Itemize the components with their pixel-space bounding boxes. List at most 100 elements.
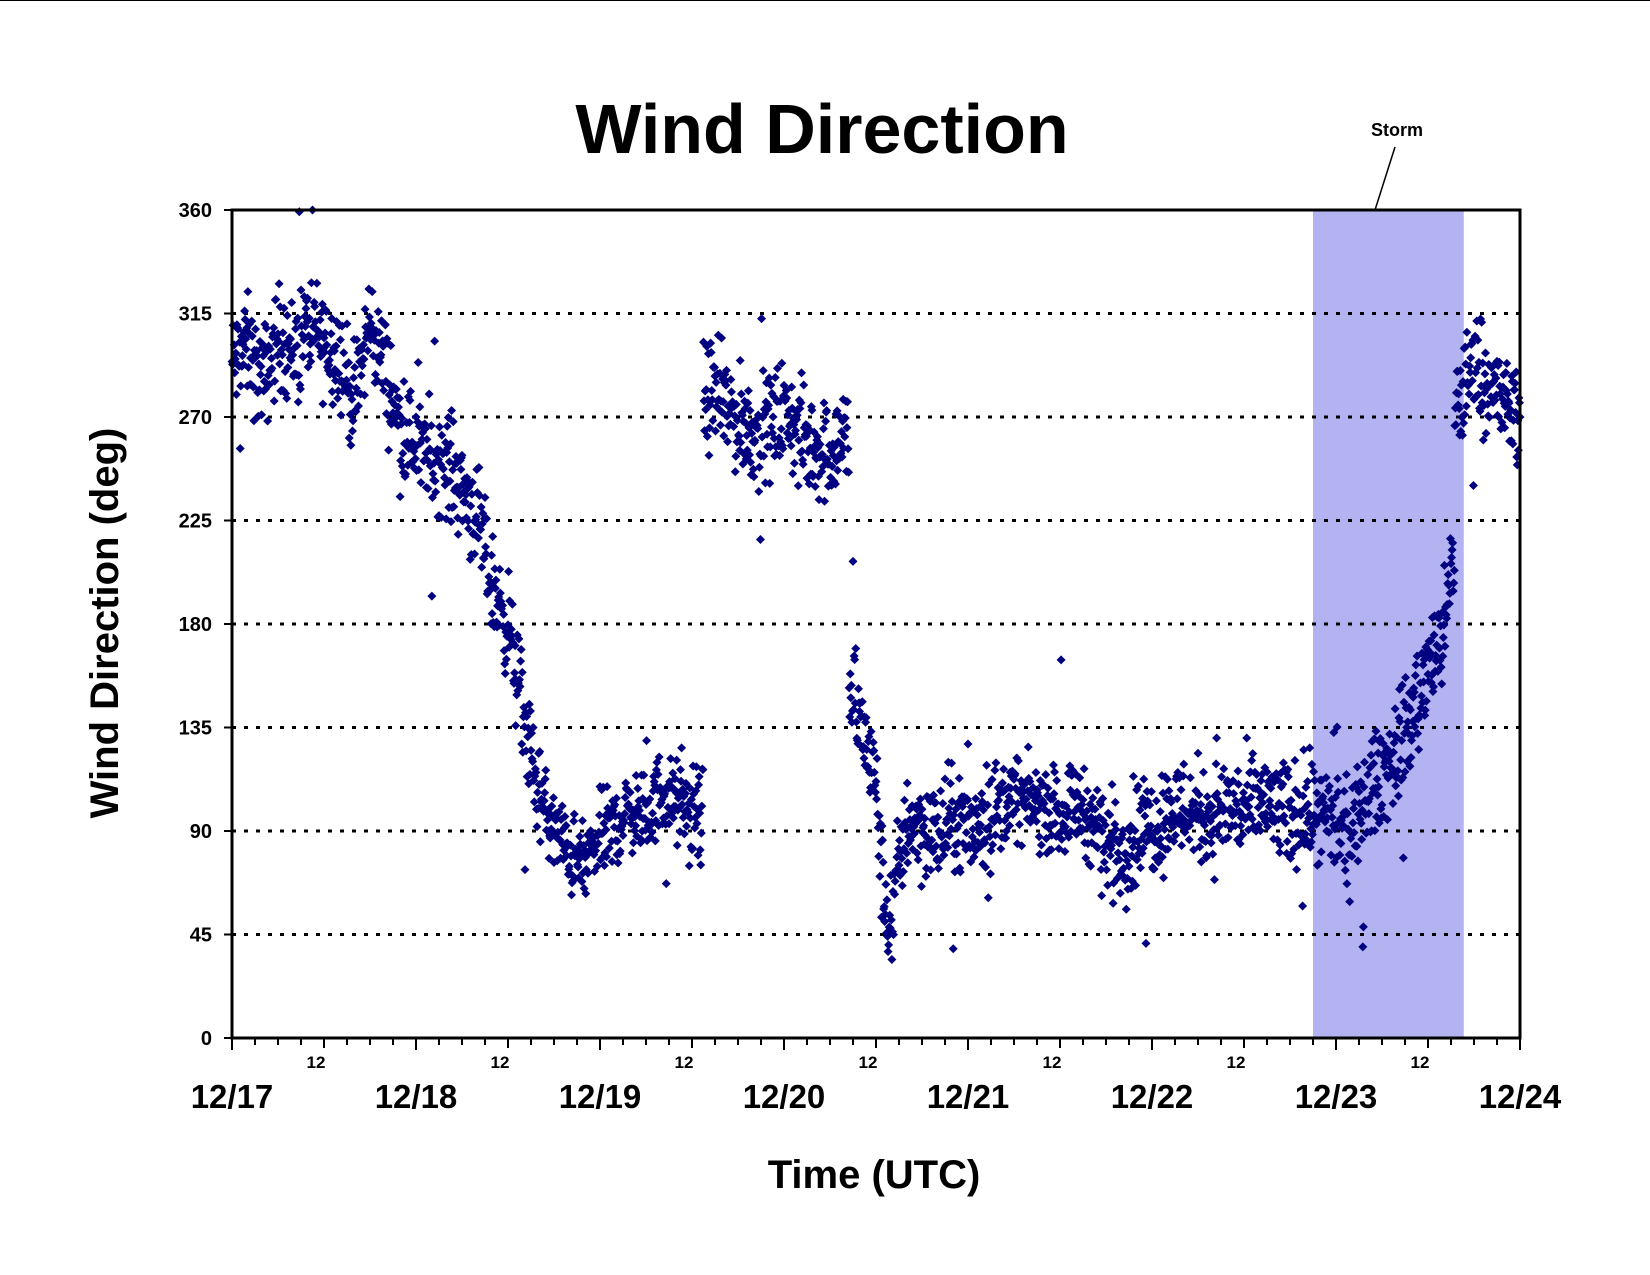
data-point xyxy=(278,328,288,338)
data-point xyxy=(1340,856,1350,866)
data-point xyxy=(695,808,705,818)
data-point xyxy=(344,358,354,368)
data-point xyxy=(709,362,719,372)
data-point xyxy=(633,783,643,793)
data-point xyxy=(1212,789,1222,799)
data-point xyxy=(577,816,587,826)
data-point xyxy=(420,424,430,434)
data-point xyxy=(701,405,711,415)
data-point xyxy=(812,432,822,442)
data-point xyxy=(554,807,564,817)
data-point xyxy=(256,361,266,371)
data-point xyxy=(1115,888,1125,898)
data-point xyxy=(846,693,856,703)
data-point xyxy=(457,450,467,460)
data-point xyxy=(567,890,577,900)
data-point xyxy=(528,723,538,733)
data-point xyxy=(1303,777,1313,787)
data-point xyxy=(1513,445,1523,455)
data-point xyxy=(920,813,930,823)
data-point xyxy=(471,512,481,522)
x-tick-label-date: 12/19 xyxy=(559,1078,642,1115)
data-point xyxy=(615,846,625,856)
data-point xyxy=(996,844,1006,854)
data-point xyxy=(955,867,965,877)
data-point xyxy=(1124,861,1134,871)
data-point xyxy=(1229,789,1239,799)
data-point xyxy=(1502,358,1512,368)
data-point xyxy=(1178,771,1188,781)
data-point xyxy=(1286,795,1296,805)
data-point xyxy=(1373,790,1383,800)
data-point xyxy=(887,955,897,965)
data-point xyxy=(972,810,982,820)
data-point xyxy=(507,631,517,641)
data-point xyxy=(352,335,362,345)
data-point xyxy=(869,746,879,756)
data-point xyxy=(1105,810,1115,820)
data-point xyxy=(1406,752,1416,762)
data-point xyxy=(391,384,401,394)
data-point xyxy=(367,287,377,297)
data-point xyxy=(890,876,900,886)
data-point xyxy=(414,465,424,475)
data-point xyxy=(1139,774,1149,784)
data-point xyxy=(262,323,271,333)
data-point xyxy=(721,380,731,390)
data-point xyxy=(1238,830,1248,840)
data-point xyxy=(799,380,809,390)
data-point xyxy=(1508,439,1518,449)
data-point xyxy=(1088,793,1098,803)
data-point xyxy=(251,324,261,334)
data-point xyxy=(1305,743,1315,753)
data-point xyxy=(639,770,649,780)
data-point xyxy=(561,821,571,831)
data-point xyxy=(625,788,635,798)
data-point xyxy=(1019,787,1029,797)
data-point xyxy=(1056,655,1066,665)
data-point xyxy=(1336,838,1346,848)
page-top-border xyxy=(0,0,1650,1)
data-point xyxy=(373,307,383,317)
data-point xyxy=(1439,560,1449,570)
data-point xyxy=(1149,864,1159,874)
data-point xyxy=(504,566,514,576)
data-point xyxy=(627,848,637,858)
data-point xyxy=(1461,401,1471,411)
data-point xyxy=(929,790,938,800)
data-point xyxy=(672,840,682,850)
data-point xyxy=(919,821,929,831)
data-point xyxy=(1447,552,1457,562)
data-point xyxy=(1046,845,1056,855)
data-point xyxy=(526,745,536,755)
data-point xyxy=(1041,770,1051,780)
data-point xyxy=(647,827,657,837)
data-point xyxy=(1448,586,1458,596)
data-point xyxy=(874,851,884,861)
data-point xyxy=(1324,781,1334,791)
data-point xyxy=(324,355,334,365)
data-point xyxy=(1223,833,1233,843)
data-point xyxy=(650,836,660,846)
data-point xyxy=(877,821,887,831)
data-point xyxy=(898,867,908,877)
data-point xyxy=(1416,691,1426,701)
data-point xyxy=(507,599,517,609)
data-point xyxy=(791,426,800,436)
data-point xyxy=(1484,412,1494,422)
data-point xyxy=(917,804,927,814)
data-point xyxy=(1113,848,1123,858)
data-point xyxy=(548,793,558,803)
data-point xyxy=(453,529,463,539)
data-point xyxy=(1395,716,1405,726)
data-point xyxy=(1290,755,1300,765)
data-point xyxy=(356,371,366,381)
data-point xyxy=(1391,781,1401,791)
data-point xyxy=(240,306,250,316)
data-point xyxy=(1023,742,1033,752)
data-point xyxy=(987,774,997,784)
data-point xyxy=(620,809,630,819)
data-point xyxy=(1352,841,1362,851)
data-point xyxy=(789,458,799,468)
storm-annotation-line xyxy=(1374,146,1396,211)
